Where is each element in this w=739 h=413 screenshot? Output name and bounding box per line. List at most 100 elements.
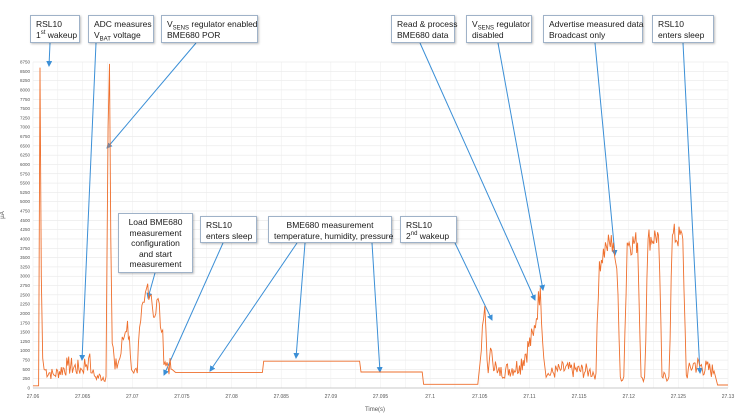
x-tick-label: 27.115: [572, 394, 587, 400]
y-tick-label: 8000: [20, 87, 31, 92]
y-tick-label: 1500: [20, 330, 31, 335]
x-tick-label: 27.07: [126, 394, 139, 400]
x-tick-label: 27.11: [523, 394, 535, 400]
y-tick-labels: 0 250 500 750 1000 1250 1500 1750 2000 2250 2500 27…: [20, 60, 31, 391]
callout-arrow: [209, 242, 298, 372]
x-tick-label: 27.065: [75, 394, 91, 400]
y-axis-title: µA: [0, 211, 6, 218]
callout-text: Read & process: [397, 19, 458, 29]
y-tick-label: 0: [27, 386, 30, 391]
callout-text: measurement: [129, 227, 182, 238]
callout-text: enters sleep: [658, 29, 705, 40]
y-tick-label: 7250: [20, 115, 31, 120]
y-tick-label: 6500: [20, 143, 31, 148]
callout-rsl10-second-wakeup: RSL10 2nd wakeup: [400, 216, 457, 243]
x-axis-title: Time(s): [365, 407, 385, 413]
y-tick-label: 5000: [20, 199, 31, 204]
y-tick-label: 3250: [20, 264, 31, 269]
callout-text: VBAT voltage: [94, 29, 141, 43]
y-tick-label: 1750: [20, 320, 31, 325]
y-tick-label: 5500: [20, 181, 31, 186]
y-tick-label: 7500: [20, 106, 31, 111]
callout-text: BME680 POR: [167, 29, 221, 40]
y-tick-label: 7750: [20, 97, 31, 102]
callout-arrow: [497, 42, 546, 291]
callout-load-bme680: Load BME680 measurement configuration an…: [118, 213, 193, 273]
y-tick-label: 4750: [20, 209, 31, 214]
callout-text: VSENS regulator: [472, 19, 530, 32]
x-tick-label: 27.105: [472, 394, 488, 400]
callout-text: RSL10: [206, 220, 232, 230]
callout-text: disabled: [472, 29, 504, 40]
y-tick-label: 7000: [20, 125, 31, 130]
callout-text: RSL10: [658, 19, 684, 29]
callout-text: BME680 measurement: [286, 220, 374, 230]
callout-text: temperature, humidity, pressure: [274, 230, 394, 241]
y-tick-label: 2000: [20, 311, 31, 316]
callout-text: VSENS regulator enabled: [167, 19, 258, 32]
callout-text: BME680 data: [397, 29, 449, 40]
callout-vsens-disabled: VSENS regulator disabled: [466, 15, 532, 43]
y-tick-label: 2250: [20, 302, 31, 307]
callout-text: Load BME680: [128, 217, 183, 227]
callout-arrow: [46, 42, 53, 67]
x-tick-label: 27.06: [27, 394, 40, 400]
callout-text: Broadcast only: [549, 29, 606, 40]
callout-arrow: [682, 42, 703, 374]
callout-rsl10-enters-sleep-1: RSL10 enters sleep: [200, 216, 257, 243]
callout-text: RSL10: [406, 220, 432, 230]
y-tick-label: 6750: [20, 134, 31, 139]
callout-arrow: [371, 242, 383, 373]
callout-arrow: [163, 242, 224, 376]
x-tick-label: 27.13: [722, 394, 735, 400]
x-tick-label: 27.12: [622, 394, 635, 400]
y-tick-label: 2500: [20, 292, 31, 297]
callout-text: RSL10: [36, 19, 62, 29]
callout-text: configuration: [131, 238, 180, 248]
y-tick-label: 500: [22, 367, 30, 372]
callout-arrow: [594, 42, 618, 256]
callout-arrow: [293, 242, 306, 359]
x-tick-label: 27.085: [274, 394, 290, 400]
callout-rsl10-first-wakeup: RSL10 1st wakeup: [30, 15, 80, 43]
grid: [32, 61, 729, 389]
x-tick-labels: 27.06 27.065 27.07 27.075 27.08 27.085 27.09 27…: [27, 394, 735, 400]
y-tick-label: 1000: [20, 348, 31, 353]
callout-rsl10-enters-sleep-2: RSL10 enters sleep: [652, 15, 714, 43]
x-tick-label: 27.09: [325, 394, 338, 400]
y-tick-label: 6250: [20, 153, 31, 158]
x-tick-label: 27.125: [671, 394, 687, 400]
y-tick-label: 1250: [20, 339, 31, 344]
x-tick-label: 27.1: [425, 394, 435, 400]
callout-arrow: [106, 42, 197, 149]
callout-text: ADC measures: [94, 19, 152, 29]
callout-arrow: [146, 272, 156, 299]
y-tick-label: 8750: [20, 60, 31, 65]
current-trace-line: [33, 63, 728, 387]
callout-text: and start: [138, 248, 173, 259]
callout-text: Advertise measured data: [549, 19, 644, 29]
y-tick-label: 250: [22, 376, 30, 381]
x-tick-label: 27.075: [174, 394, 190, 400]
callout-arrow: [419, 42, 536, 301]
y-tick-label: 4250: [20, 227, 31, 232]
callout-text: measurement: [129, 259, 182, 269]
y-tick-label: 3750: [20, 246, 31, 251]
callout-text: 1st wakeup: [36, 29, 78, 40]
callout-text: 2nd wakeup: [406, 230, 450, 241]
callout-adc-measures: ADC measures VBAT voltage: [88, 15, 154, 43]
x-tick-label: 27.08: [225, 394, 238, 400]
y-tick-label: 5250: [20, 190, 31, 195]
callout-bme680-measurement: BME680 measurement temperature, humidity…: [268, 216, 394, 243]
callout-arrow: [454, 242, 493, 321]
callout-arrow: [79, 42, 97, 361]
y-tick-label: 8500: [20, 69, 31, 74]
x-tick-label: 27.095: [373, 394, 389, 400]
callout-read-process: Read & process BME680 data: [391, 15, 458, 43]
y-tick-label: 750: [22, 358, 30, 363]
y-tick-label: 3500: [20, 255, 31, 260]
y-tick-label: 4500: [20, 218, 31, 223]
callout-arrows: [46, 42, 703, 376]
y-tick-label: 8250: [20, 78, 31, 83]
